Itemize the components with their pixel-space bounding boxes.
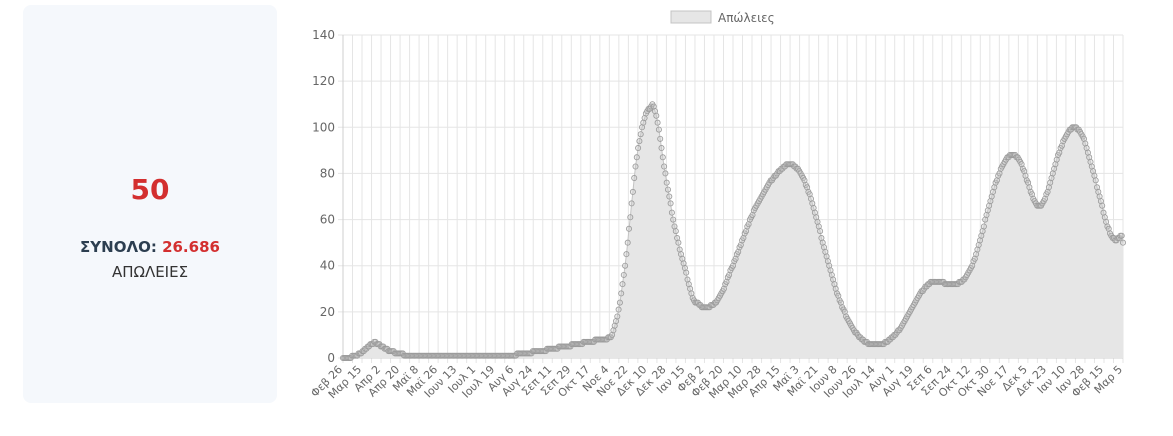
data-point (615, 306, 622, 313)
data-point (628, 200, 635, 207)
stat-total-label: ΣΥΝΟΛΟ: (80, 238, 157, 256)
data-point (658, 145, 665, 152)
data-point (637, 131, 644, 138)
data-point (624, 239, 631, 246)
y-tick-label: 120 (312, 74, 335, 88)
data-point (625, 225, 632, 232)
data-point (664, 186, 671, 193)
y-tick-label: 0 (327, 351, 335, 365)
data-point (670, 216, 677, 223)
data-point (632, 163, 639, 170)
data-point (629, 188, 636, 195)
data-point (683, 269, 690, 276)
data-point (653, 112, 660, 119)
y-tick-label: 60 (320, 213, 335, 227)
data-point (980, 223, 987, 230)
data-point (662, 170, 669, 177)
data-point (1120, 239, 1127, 246)
data-point (657, 135, 664, 142)
data-point (620, 271, 627, 278)
data-point (655, 126, 662, 133)
data-point (672, 228, 679, 235)
data-point (636, 138, 643, 145)
stat-total: ΣΥΝΟΛΟ: 26.686 (23, 238, 277, 256)
data-point (661, 163, 668, 170)
data-point (663, 179, 670, 186)
stat-value: 50 (130, 173, 170, 206)
data-point (817, 228, 824, 235)
y-axis: 0 20 40 60 80 100 120 140 (312, 28, 344, 365)
y-tick-label: 100 (312, 120, 335, 134)
data-point (666, 193, 673, 200)
series-area-fill (343, 104, 1123, 359)
data-point (668, 209, 675, 216)
data-point (675, 239, 682, 246)
y-tick-label: 40 (320, 259, 335, 273)
stat-caption: ΑΠΩΛΕΙΕΣ (111, 263, 189, 281)
data-point (618, 290, 625, 297)
data-point (659, 154, 666, 161)
data-point (627, 214, 634, 221)
data-point (654, 119, 661, 126)
data-point (635, 145, 642, 152)
legend-swatch (670, 10, 712, 24)
chart-area: Απώλειες 0 20 40 60 80 100 120 140 Φεβ 26 Μαρ 15… (295, 0, 1165, 431)
data-point (623, 251, 630, 258)
series-deaths (340, 101, 1127, 361)
data-point (1092, 177, 1099, 184)
chart-legend[interactable]: Απώλειες (670, 10, 775, 25)
data-point (631, 175, 638, 182)
data-point (622, 262, 629, 269)
data-point (616, 299, 623, 306)
data-point (1118, 232, 1125, 239)
y-tick-label: 140 (312, 28, 335, 42)
data-point (614, 313, 621, 320)
data-point (667, 200, 674, 207)
stat-card: 50 ΣΥΝΟΛΟ: 26.686 ΑΠΩΛΕΙΕΣ (23, 5, 277, 403)
y-tick-label: 20 (320, 305, 335, 319)
stat-total-value: 26.686 (162, 238, 220, 256)
legend-label: Απώλειες (718, 11, 775, 25)
data-point (633, 154, 640, 161)
data-point (1099, 202, 1106, 209)
data-point (619, 281, 626, 288)
y-tick-label: 80 (320, 166, 335, 180)
